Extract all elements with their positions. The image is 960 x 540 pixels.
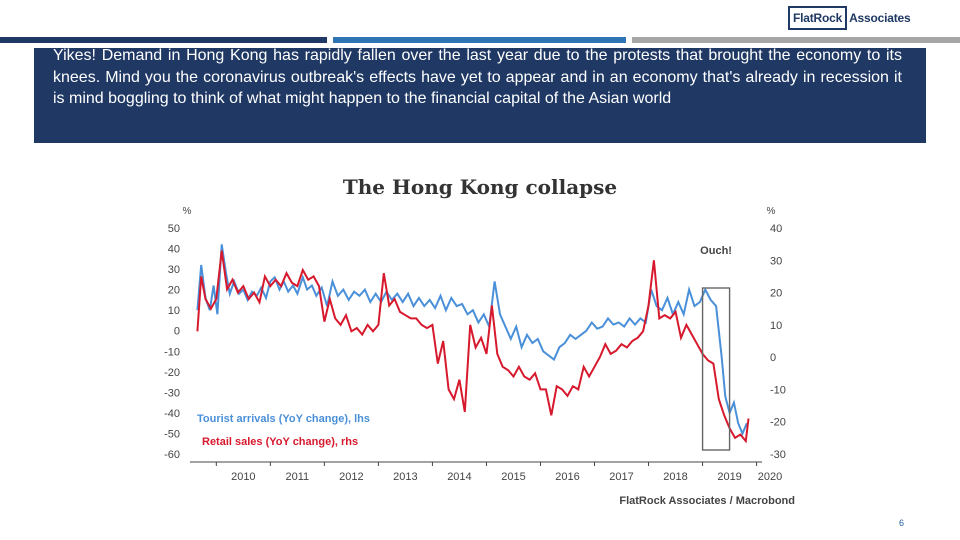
chart-title: The Hong Kong collapse <box>343 175 617 199</box>
x-tick-label: 2012 <box>339 471 363 483</box>
logo-boxed-text: FlatRock <box>788 6 848 30</box>
x-tick-label: 2020 <box>758 471 782 483</box>
header-bar-blue <box>333 37 626 43</box>
logo-rest-text: Associates <box>849 11 911 25</box>
right-axis-unit: % <box>767 206 776 217</box>
x-tick-label: 2017 <box>609 471 633 483</box>
left-tick-label: -10 <box>164 346 180 358</box>
x-tick-label: 2018 <box>663 471 687 483</box>
flatrock-logo: FlatRock Associates <box>788 5 911 31</box>
right-tick-label: 30 <box>770 255 782 267</box>
legend-retail-sales: Retail sales (YoY change), rhs <box>202 436 358 448</box>
right-tick-label: -30 <box>770 449 786 461</box>
left-tick-label: -60 <box>164 449 180 461</box>
right-tick-label: 10 <box>770 320 782 332</box>
header-bar-gray <box>632 37 960 43</box>
legend-tourist-arrivals: Tourist arrivals (YoY change), lhs <box>197 413 370 425</box>
header-bar-dark <box>0 37 327 43</box>
left-tick-label: 50 <box>168 223 180 235</box>
left-tick-label: -30 <box>164 387 180 399</box>
right-tick-label: 40 <box>770 223 782 235</box>
ouch-highlight-box <box>701 287 731 451</box>
x-tick-label: 2016 <box>555 471 579 483</box>
chart-source: FlatRock Associates / Macrobond <box>619 495 795 507</box>
right-tick-label: -10 <box>770 384 786 396</box>
left-tick-label: -40 <box>164 408 180 420</box>
x-tick-label: 2015 <box>501 471 525 483</box>
commentary-text: Yikes! Demand in Hong Kong has rapidly f… <box>53 47 902 107</box>
series-line-tourist-arrivals <box>196 244 748 437</box>
x-tick-label: 2010 <box>231 471 255 483</box>
hong-kong-collapse-chart: The Hong Kong collapse % % 50403020100-1… <box>164 175 795 507</box>
x-tick-label: 2011 <box>286 471 310 483</box>
left-tick-label: 0 <box>174 326 180 338</box>
right-tick-label: -20 <box>770 417 786 429</box>
x-tick-label: 2019 <box>717 471 741 483</box>
left-tick-label: 10 <box>168 305 180 317</box>
left-tick-label: -50 <box>164 428 180 440</box>
x-tick-label: 2013 <box>393 471 417 483</box>
left-tick-label: 40 <box>168 244 180 256</box>
right-axis-ticks: 40 30 20 10 0 -10 -20 -30 <box>770 223 786 461</box>
commentary-banner: Yikes! Demand in Hong Kong has rapidly f… <box>34 47 926 143</box>
x-tick-label: 2014 <box>447 471 471 483</box>
left-tick-label: -20 <box>164 367 180 379</box>
right-tick-label: 20 <box>770 288 782 300</box>
ouch-annotation: Ouch! <box>700 245 732 257</box>
left-axis-unit: % <box>183 206 192 217</box>
left-tick-label: 30 <box>168 264 180 276</box>
page-number: 6 <box>898 518 904 528</box>
x-axis-ticks: 2010 2011 2012 2013 2014 2015 2016 2017 2018 2019… <box>215 462 782 483</box>
left-tick-label: 20 <box>168 285 180 297</box>
series-line-retail-sales <box>196 250 750 444</box>
right-tick-label: 0 <box>770 352 776 364</box>
left-axis-ticks: 50 40 30 20 10 0 -10 -20 -30 -40 -50 -60 <box>164 223 180 461</box>
